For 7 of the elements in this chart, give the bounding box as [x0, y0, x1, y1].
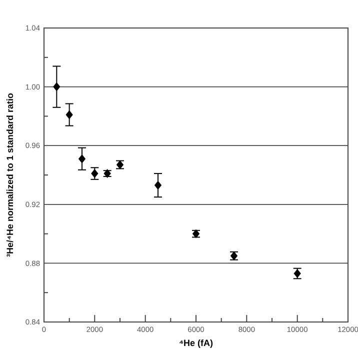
- x-axis-title: ⁴He (fA): [179, 338, 213, 348]
- point: [91, 169, 98, 178]
- point: [78, 154, 86, 164]
- y-axis-title: ³He/⁴He normalized to 1 standard ratio: [5, 92, 15, 257]
- point: [154, 180, 162, 190]
- point: [53, 82, 60, 92]
- point: [66, 110, 73, 120]
